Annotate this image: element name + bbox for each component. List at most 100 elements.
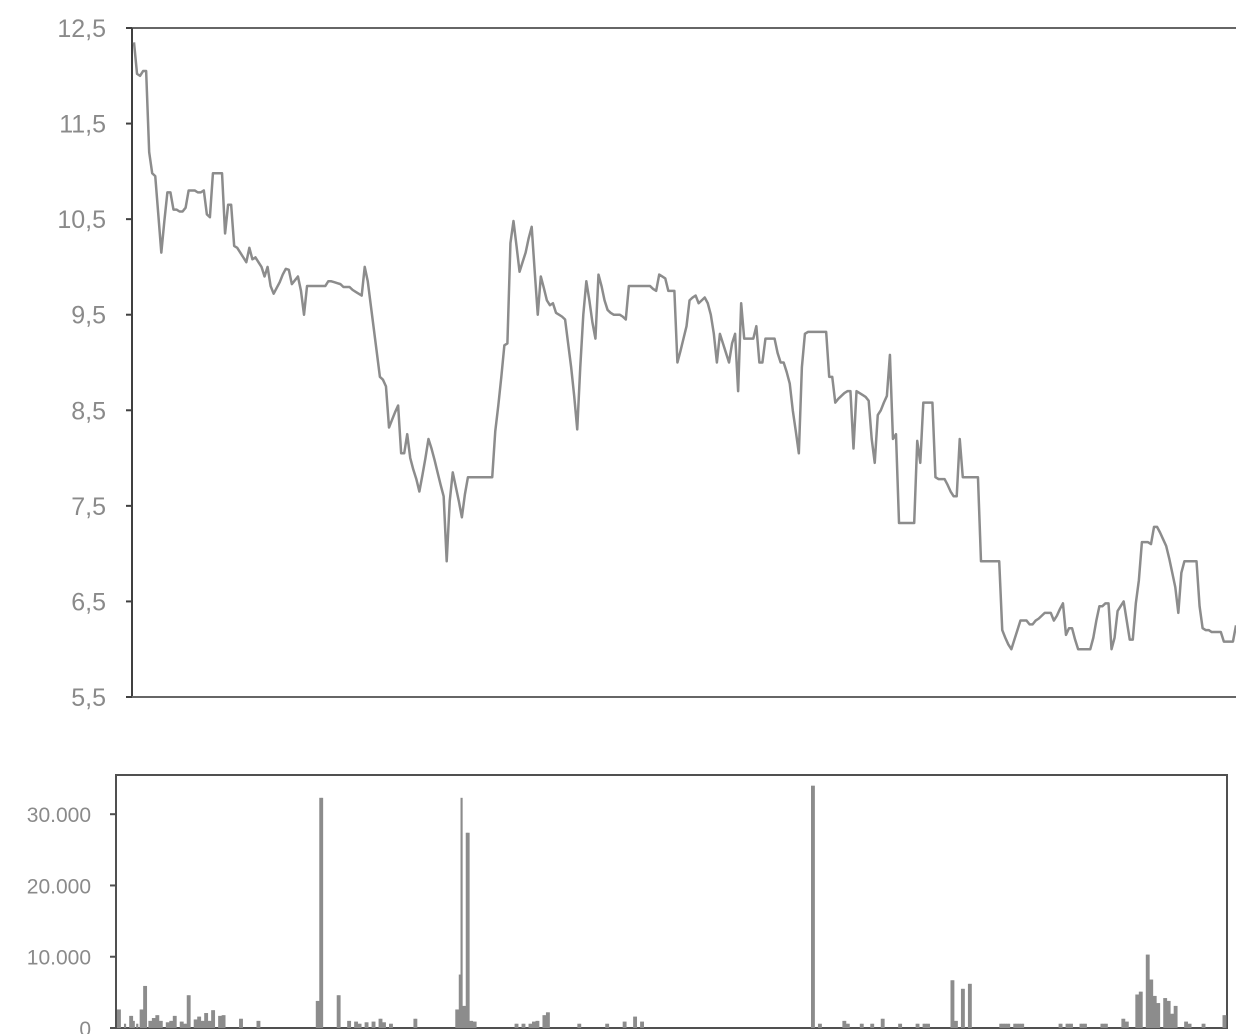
- volume-bar: [155, 1015, 158, 1028]
- volume-bar: [962, 988, 965, 1028]
- volume-bar: [533, 1021, 536, 1028]
- volume-bar: [1138, 991, 1141, 1028]
- volume-bar: [1135, 994, 1138, 1028]
- volume-bar: [577, 1023, 580, 1028]
- volume-bar: [1102, 1023, 1105, 1028]
- volume-bar: [258, 1020, 261, 1028]
- volume-bar: [880, 1018, 883, 1028]
- volume-bar: [153, 1018, 156, 1028]
- volume-bar: [474, 1021, 477, 1028]
- volume-bar: [130, 1015, 134, 1028]
- volume-bar: [364, 1022, 367, 1028]
- volume-bar: [514, 1023, 517, 1028]
- volume-bar: [1084, 1023, 1087, 1028]
- volume-bar: [535, 1020, 538, 1028]
- volume-bar: [545, 1012, 549, 1028]
- volume-bar: [1079, 1023, 1082, 1028]
- price-tick-label: 10,5: [57, 206, 106, 234]
- volume-bar: [336, 995, 339, 1028]
- volume-bar: [319, 797, 322, 1028]
- volume-bar: [817, 1023, 821, 1028]
- volume-bar: [622, 1021, 625, 1028]
- volume-plot-frame: [115, 774, 1228, 1029]
- volume-bar: [1154, 995, 1157, 1028]
- volume-bar: [136, 1023, 139, 1028]
- volume-bar: [1121, 1018, 1124, 1028]
- volume-tick-label: 30.000: [27, 804, 91, 827]
- volume-bar: [915, 1023, 918, 1028]
- volume-bar: [256, 1020, 259, 1028]
- volume-bar: [132, 1020, 135, 1028]
- volume-bar: [221, 1015, 224, 1028]
- volume-bar: [1175, 1005, 1178, 1028]
- volume-bar: [366, 1022, 369, 1028]
- price-panel: 12,5 11,5 10,5 9,5 8,5 7,5 6,5 5,5: [57, 15, 1236, 712]
- volume-bar: [1224, 1015, 1227, 1028]
- volume-bar: [1126, 1021, 1129, 1028]
- volume-bar: [811, 785, 814, 1028]
- volume-bar: [348, 1020, 352, 1028]
- volume-bar: [870, 1023, 873, 1028]
- volume-bar: [193, 1019, 196, 1028]
- volume-bar: [523, 1023, 526, 1028]
- volume-bar: [185, 1023, 188, 1028]
- volume-bar: [355, 1021, 359, 1028]
- volume-y-ticks: [110, 813, 116, 1029]
- volume-bar: [415, 1018, 418, 1028]
- volume-bar: [999, 1023, 1002, 1028]
- volume-bar: [969, 983, 972, 1028]
- volume-bar: [172, 1015, 175, 1028]
- volume-bar: [200, 1020, 203, 1028]
- volume-bar: [842, 1020, 845, 1028]
- volume-bar: [967, 983, 971, 1028]
- volume-bar: [1184, 1021, 1187, 1028]
- price-y-tick-labels: 12,5 11,5 10,5 9,5 8,5 7,5 6,5 5,5: [57, 15, 106, 712]
- volume-bar: [845, 1023, 849, 1028]
- volume-bar: [212, 1010, 216, 1028]
- volume-bar: [380, 1018, 383, 1028]
- volume-bar: [927, 1023, 930, 1028]
- volume-bar: [950, 980, 953, 1028]
- volume-bar: [240, 1018, 243, 1028]
- volume-bar: [926, 1023, 929, 1028]
- volume-bar: [223, 1015, 226, 1028]
- price-tick-label: 9,5: [71, 302, 106, 330]
- volume-bar: [354, 1021, 357, 1028]
- volume-bar: [547, 1012, 550, 1028]
- volume-bar: [357, 1023, 360, 1028]
- volume-bar: [470, 1020, 474, 1028]
- volume-bar: [1171, 1013, 1175, 1028]
- volume-bar: [211, 1010, 214, 1028]
- volume-bar: [955, 1020, 958, 1028]
- volume-tick-label: 20.000: [27, 875, 91, 898]
- volume-bar: [1124, 1021, 1127, 1028]
- volume-bar: [960, 988, 964, 1028]
- volume-bar: [1166, 1000, 1169, 1028]
- volume-bar: [952, 980, 955, 1028]
- price-tick-label: 8,5: [71, 397, 106, 425]
- volume-bar: [812, 785, 815, 1028]
- volume-bar: [239, 1018, 242, 1028]
- volume-bar: [347, 1020, 350, 1028]
- volume-bar: [160, 1020, 163, 1028]
- volume-bar: [872, 1023, 875, 1028]
- volume-bar: [158, 1020, 161, 1028]
- volume-bar: [640, 1021, 643, 1028]
- volume-bar: [464, 1005, 467, 1028]
- volume-bar: [1140, 991, 1143, 1028]
- volume-bar: [1168, 1000, 1171, 1028]
- volume-bar: [467, 832, 470, 1028]
- volume-bar: [544, 1015, 547, 1028]
- price-tick-label: 6,5: [71, 588, 106, 616]
- volume-bar: [469, 1020, 472, 1028]
- volume-bar: [169, 1020, 172, 1028]
- price-tick-label: 11,5: [59, 111, 106, 139]
- volume-bar: [1070, 1023, 1073, 1028]
- volume-bar: [205, 1013, 209, 1028]
- volume-bar: [1222, 1015, 1225, 1028]
- volume-bar: [532, 1021, 535, 1028]
- volume-bar: [197, 1016, 200, 1028]
- volume-bar: [1002, 1023, 1005, 1028]
- volume-bar: [1189, 1023, 1192, 1028]
- volume-bar: [1163, 998, 1166, 1028]
